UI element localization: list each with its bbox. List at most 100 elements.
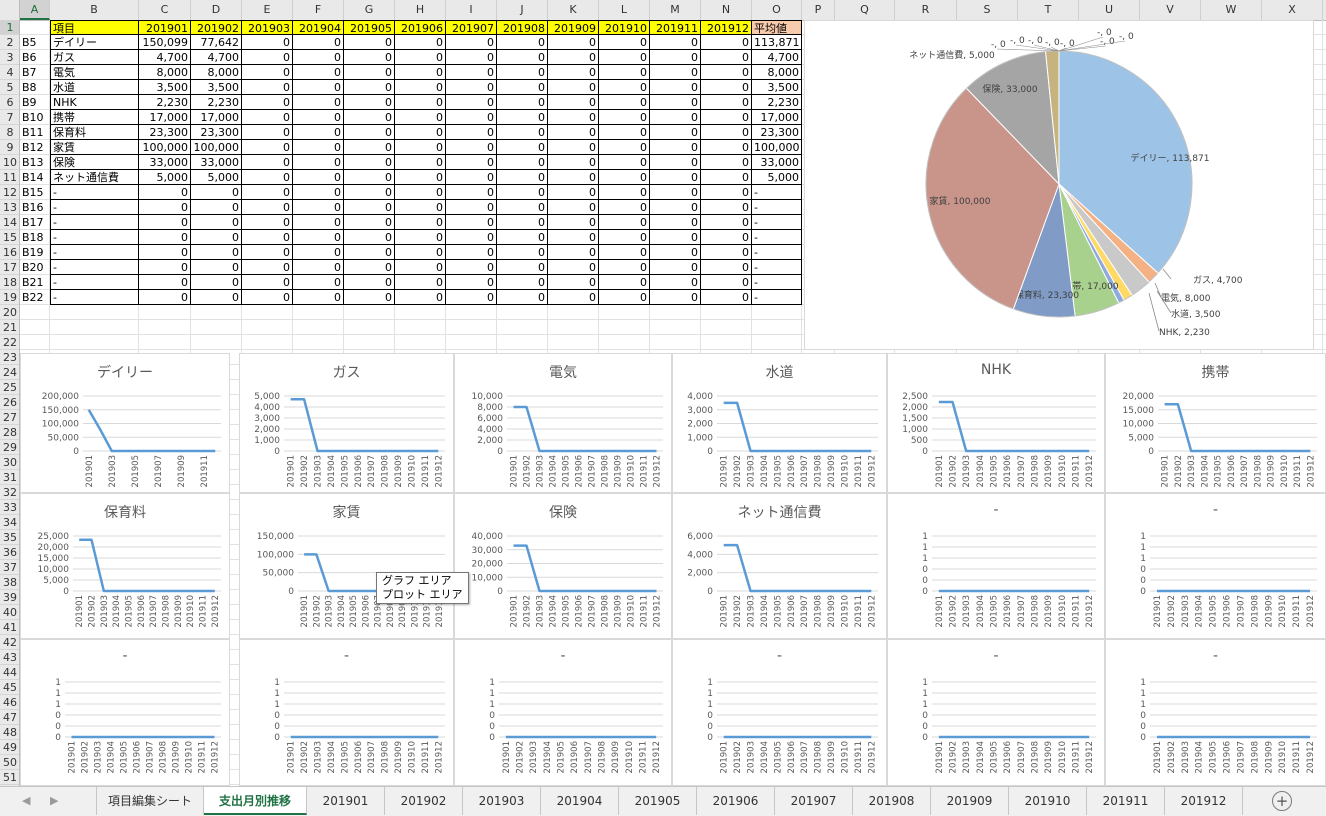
value-cell[interactable]: 0 — [650, 230, 701, 245]
value-cell[interactable]: 0 — [242, 110, 293, 125]
value-cell[interactable]: 0 — [446, 245, 497, 260]
value-cell[interactable]: 0 — [701, 125, 752, 140]
value-cell[interactable]: 0 — [395, 80, 446, 95]
value-cell[interactable]: 0 — [497, 230, 548, 245]
row-header-41[interactable]: 41 — [0, 620, 19, 635]
value-cell[interactable]: 8,000 — [139, 65, 191, 80]
value-cell[interactable]: 0 — [344, 170, 395, 185]
sheet-tab[interactable]: 201906 — [697, 787, 775, 815]
row-header-1[interactable]: 1 — [0, 20, 19, 35]
average-cell[interactable]: - — [752, 245, 802, 260]
value-cell[interactable]: 0 — [395, 260, 446, 275]
header-month-cell[interactable]: 201910 — [599, 20, 650, 35]
value-cell[interactable]: 150,099 — [139, 35, 191, 50]
series-line[interactable] — [1164, 403, 1311, 453]
value-cell[interactable]: 0 — [139, 275, 191, 290]
average-cell[interactable]: 2,230 — [752, 95, 802, 110]
value-cell[interactable]: 0 — [344, 215, 395, 230]
code-cell[interactable]: B18 — [22, 231, 44, 244]
row-header-39[interactable]: 39 — [0, 590, 19, 605]
value-cell[interactable]: 0 — [344, 230, 395, 245]
value-cell[interactable]: 0 — [650, 215, 701, 230]
value-cell[interactable]: 0 — [548, 95, 599, 110]
value-cell[interactable]: 0 — [191, 230, 242, 245]
header-month-cell[interactable]: 201907 — [446, 20, 497, 35]
value-cell[interactable]: 2,230 — [139, 95, 191, 110]
header-month-cell[interactable]: 201905 — [344, 20, 395, 35]
value-cell[interactable]: 0 — [701, 110, 752, 125]
value-cell[interactable]: 4,700 — [191, 50, 242, 65]
sheet-tab[interactable]: 201907 — [775, 787, 853, 815]
line-chart[interactable]: 保険 0 10,000 20,000 30,000 40,000 201901 201902 2… — [454, 493, 672, 639]
code-cell[interactable]: B14 — [22, 171, 44, 184]
pie-chart[interactable]: デイリー, 113,871 ガス, 4,700 電気, 8,000 水道, 3,500… — [804, 20, 1314, 350]
value-cell[interactable]: 0 — [548, 110, 599, 125]
value-cell[interactable]: 0 — [650, 35, 701, 50]
column-header-x[interactable]: X — [1262, 0, 1323, 20]
value-cell[interactable]: 4,700 — [139, 50, 191, 65]
value-cell[interactable]: 0 — [446, 230, 497, 245]
row-header-32[interactable]: 32 — [0, 485, 19, 500]
value-cell[interactable]: 0 — [650, 290, 701, 305]
value-cell[interactable]: 0 — [599, 260, 650, 275]
row-header-6[interactable]: 6 — [0, 95, 19, 110]
value-cell[interactable]: 0 — [293, 185, 344, 200]
row-header-35[interactable]: 35 — [0, 530, 19, 545]
value-cell[interactable]: 0 — [242, 260, 293, 275]
line-chart[interactable]: ガス 0 1,000 2,000 3,000 4,000 5,000 201901 201902… — [239, 353, 454, 493]
value-cell[interactable]: 0 — [548, 185, 599, 200]
value-cell[interactable]: 0 — [446, 200, 497, 215]
value-cell[interactable]: 0 — [497, 185, 548, 200]
column-header-s[interactable]: S — [957, 0, 1018, 20]
value-cell[interactable]: 0 — [650, 155, 701, 170]
value-cell[interactable]: 3,500 — [139, 80, 191, 95]
series-line[interactable] — [723, 543, 872, 593]
value-cell[interactable]: 0 — [344, 245, 395, 260]
value-cell[interactable]: 0 — [242, 65, 293, 80]
value-cell[interactable]: 0 — [395, 200, 446, 215]
value-cell[interactable]: 0 — [293, 140, 344, 155]
average-cell[interactable]: - — [752, 185, 802, 200]
value-cell[interactable]: 0 — [548, 35, 599, 50]
row-header-26[interactable]: 26 — [0, 395, 19, 410]
value-cell[interactable]: 0 — [395, 110, 446, 125]
series-line[interactable] — [723, 401, 872, 453]
column-header-p[interactable]: P — [802, 0, 835, 20]
header-month-cell[interactable]: 201903 — [242, 20, 293, 35]
sheet-tab[interactable]: 201905 — [619, 787, 697, 815]
value-cell[interactable]: 0 — [599, 65, 650, 80]
line-chart[interactable]: -0 0 0 1 1 1 201901 201902 201903 201904 201905 201… — [454, 639, 672, 786]
row-header-8[interactable]: 8 — [0, 125, 19, 140]
column-header-g[interactable]: G — [344, 0, 395, 20]
row-header-42[interactable]: 42 — [0, 635, 19, 650]
value-cell[interactable]: 0 — [446, 140, 497, 155]
value-cell[interactable]: 0 — [497, 260, 548, 275]
value-cell[interactable]: 0 — [395, 275, 446, 290]
value-cell[interactable]: 0 — [701, 140, 752, 155]
value-cell[interactable]: 0 — [446, 170, 497, 185]
value-cell[interactable]: 0 — [446, 95, 497, 110]
value-cell[interactable]: 0 — [242, 95, 293, 110]
column-header-f[interactable]: F — [293, 0, 344, 20]
line-chart[interactable]: -0 0 0 1 1 1 201901 201902 201903 201904 201905 201… — [887, 493, 1105, 639]
value-cell[interactable]: 0 — [548, 125, 599, 140]
header-month-cell[interactable]: 201908 — [497, 20, 548, 35]
row-header-25[interactable]: 25 — [0, 380, 19, 395]
value-cell[interactable]: 0 — [293, 200, 344, 215]
row-header-5[interactable]: 5 — [0, 80, 19, 95]
value-cell[interactable]: 0 — [497, 80, 548, 95]
value-cell[interactable]: 0 — [191, 200, 242, 215]
value-cell[interactable]: 0 — [395, 125, 446, 140]
value-cell[interactable]: 0 — [548, 170, 599, 185]
column-header-t[interactable]: T — [1018, 0, 1079, 20]
column-header-m[interactable]: M — [650, 0, 701, 20]
value-cell[interactable]: 0 — [446, 215, 497, 230]
average-cell[interactable]: 33,000 — [752, 155, 802, 170]
value-cell[interactable]: 0 — [395, 50, 446, 65]
column-header-v[interactable]: V — [1140, 0, 1201, 20]
code-cell[interactable]: B15 — [22, 186, 44, 199]
value-cell[interactable]: 0 — [242, 230, 293, 245]
item-name-cell[interactable]: - — [50, 230, 139, 245]
row-header-33[interactable]: 33 — [0, 500, 19, 515]
row-header-45[interactable]: 45 — [0, 680, 19, 695]
